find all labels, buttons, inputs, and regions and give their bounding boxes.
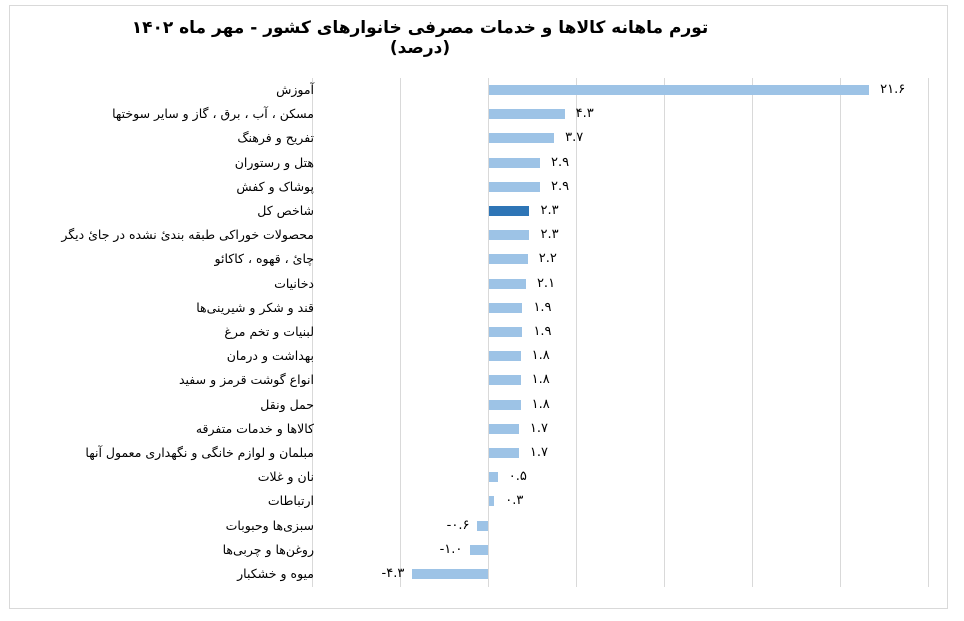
category-label: بهداشت و درمان bbox=[226, 348, 314, 364]
bar bbox=[489, 109, 565, 120]
bar bbox=[489, 327, 523, 337]
value-label: ۲.۱ bbox=[536, 275, 556, 291]
value-label: ۱.۸ bbox=[531, 348, 550, 364]
value-label: -۴.۳ bbox=[381, 566, 405, 581]
value-label: ۱.۷ bbox=[529, 445, 549, 460]
gridline bbox=[752, 78, 753, 587]
category-label: لبنیات و تخم مرغ bbox=[224, 324, 314, 339]
value-label: ۰.۵ bbox=[508, 469, 527, 485]
chart-frame bbox=[9, 5, 948, 609]
bar bbox=[489, 496, 495, 507]
category-label: مسکن ، آب ، برق ، گاز و سایر سوختها bbox=[112, 106, 314, 122]
bar bbox=[489, 181, 541, 192]
bar bbox=[489, 399, 521, 410]
gridline bbox=[664, 78, 665, 587]
category-label: تفریح و فرهنگ bbox=[237, 130, 314, 146]
category-label: پوشاک و کفش bbox=[236, 178, 314, 194]
category-label: ارتباطات bbox=[267, 493, 314, 509]
bar bbox=[489, 133, 555, 144]
category-label: محصولات خوراکی طبقه بندیٔ نشده در جایٔ د… bbox=[61, 227, 314, 243]
chart-title: تورم ماهانه کالاها و خدمات مصرفی خانواره… bbox=[131, 18, 709, 58]
bar bbox=[489, 278, 526, 289]
bar bbox=[489, 254, 528, 265]
category-label: قند و شکر و شیرینی‌ها bbox=[196, 299, 314, 315]
gridline bbox=[576, 78, 577, 587]
gridline bbox=[312, 78, 313, 587]
value-label: ۲.۹ bbox=[551, 178, 570, 194]
bar bbox=[489, 375, 521, 386]
zero-axis-line bbox=[488, 78, 489, 587]
category-label: آموزش bbox=[276, 82, 314, 97]
category-label: هتل و رستوران bbox=[234, 154, 314, 170]
bar bbox=[489, 472, 498, 483]
value-label: ۱.۸ bbox=[531, 396, 550, 412]
value-label: ۰.۳ bbox=[505, 493, 524, 509]
value-label: ۲.۳ bbox=[540, 227, 559, 243]
bar bbox=[489, 351, 521, 362]
bar bbox=[489, 157, 541, 168]
gridline bbox=[928, 78, 929, 587]
value-label: ۲.۲ bbox=[538, 251, 557, 267]
category-label: میوه و خشکبار bbox=[237, 566, 314, 581]
gridline bbox=[840, 78, 841, 587]
value-label: -۰.۶ bbox=[446, 517, 470, 533]
value-label: ۲۱.۶ bbox=[880, 82, 906, 97]
category-label: انواع گوشت قرمز و سفید bbox=[178, 372, 314, 388]
value-label: ۱.۹ bbox=[533, 299, 552, 315]
category-label: دخانیات bbox=[274, 275, 314, 291]
value-label: ۴.۳ bbox=[575, 106, 594, 122]
value-label: ۱.۷ bbox=[529, 420, 549, 436]
bar-highlight bbox=[489, 206, 530, 216]
category-label: چایٔ ، قهوه ، کاکائو bbox=[214, 251, 314, 267]
bar bbox=[489, 230, 530, 241]
bar bbox=[489, 302, 523, 313]
value-label: ۱.۹ bbox=[533, 324, 552, 339]
bar bbox=[470, 544, 488, 555]
category-label: نان و غلات bbox=[257, 469, 314, 485]
gridline bbox=[400, 78, 401, 587]
bar bbox=[489, 423, 519, 434]
bar bbox=[489, 448, 519, 458]
category-label: شاخص کل bbox=[257, 203, 314, 218]
value-label: ۳.۷ bbox=[565, 130, 584, 146]
category-label: روغن‌ها و چربی‌ها bbox=[222, 541, 314, 557]
bar bbox=[489, 85, 870, 95]
category-label: مبلمان و لوازم خانگی و نگهداری معمول آنه… bbox=[85, 445, 314, 460]
bar bbox=[412, 569, 488, 579]
value-label: ۱.۸ bbox=[531, 372, 550, 388]
value-label: ۲.۹ bbox=[551, 154, 570, 170]
category-label: حمل ونقل bbox=[260, 396, 314, 412]
category-label: کالاها و خدمات متفرقه bbox=[195, 420, 314, 436]
bar bbox=[477, 520, 488, 531]
category-label: سبزی‌ها وحبوبات bbox=[225, 517, 314, 533]
value-label: ۲.۳ bbox=[540, 203, 559, 218]
value-label: -۱.۰ bbox=[439, 541, 463, 557]
